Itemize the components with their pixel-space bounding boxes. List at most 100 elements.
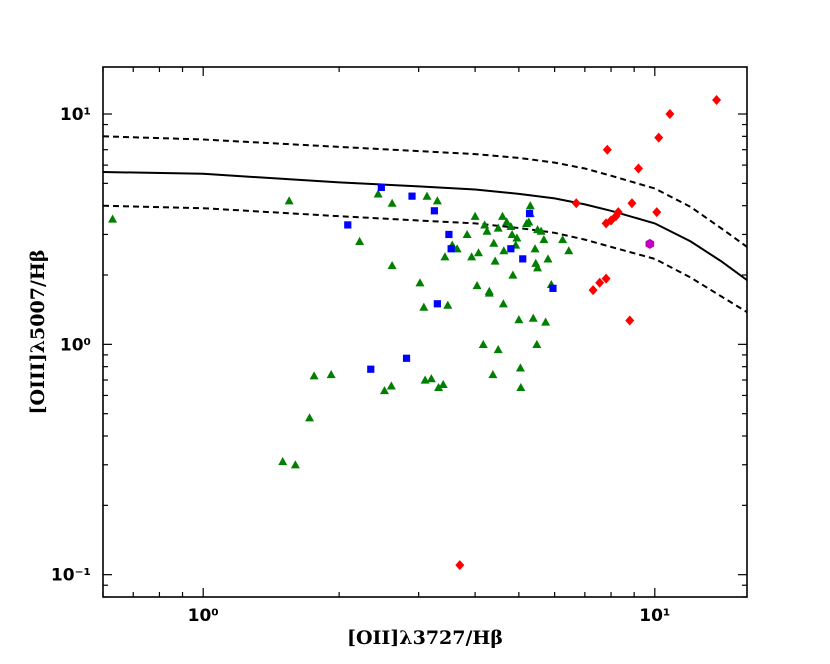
y-tick-label: 10⁻¹ — [51, 566, 91, 586]
triangle-point — [355, 236, 365, 245]
data-points — [108, 95, 722, 571]
triangle-point — [379, 386, 389, 395]
triangle-point — [440, 252, 450, 261]
triangle-point — [539, 235, 549, 244]
triangle-point — [514, 315, 524, 324]
square-point — [525, 209, 534, 218]
triangle-point — [472, 281, 482, 290]
triangle-point — [373, 189, 383, 198]
triangle-point — [515, 363, 525, 372]
triangle-point — [530, 244, 540, 253]
triangle-point — [533, 263, 543, 272]
triangle-point — [502, 217, 512, 226]
x-axis-label: [OII]λ3727/Hβ — [347, 627, 503, 649]
square-point — [408, 192, 416, 200]
diamond-point — [613, 207, 623, 218]
diamond-point — [712, 95, 722, 106]
square-point — [507, 245, 515, 253]
plot-frame — [102, 66, 748, 598]
triangle-point — [541, 317, 551, 326]
y-axis-label: [OIII]λ5007/Hβ — [27, 250, 49, 415]
square-point — [402, 354, 411, 362]
diamond-point — [455, 560, 465, 571]
square-point — [377, 183, 385, 192]
triangle-point — [564, 246, 574, 255]
triangle-point — [488, 369, 498, 379]
triangle-point — [108, 214, 118, 223]
triangle-point — [512, 233, 522, 242]
dashed-curve-1 — [103, 135, 747, 248]
triangle-point — [438, 379, 448, 389]
triangle-point — [482, 226, 492, 235]
triangle-point — [415, 278, 425, 287]
axis-ticks: 10⁰ 10¹ 10⁻¹ 10⁰ 10¹ — [51, 67, 747, 626]
triangle-point — [507, 229, 517, 239]
square-point — [367, 365, 375, 373]
triangle-point — [528, 313, 538, 322]
dashed-curve-2 — [103, 204, 747, 313]
square-point — [344, 221, 352, 229]
triangle-point — [532, 339, 542, 348]
triangle-point — [493, 344, 503, 354]
diamond-point — [633, 163, 643, 174]
triangle-point — [543, 254, 553, 263]
triangle-point — [558, 235, 568, 244]
square-point — [433, 300, 441, 308]
diamond-point — [627, 198, 637, 209]
model-curves — [103, 135, 747, 313]
square-point — [519, 255, 527, 263]
triangle-point — [524, 217, 534, 226]
square-point — [549, 284, 557, 292]
triangle-point — [422, 191, 432, 200]
solid-curve — [103, 171, 747, 281]
triangle-point — [387, 198, 397, 207]
triangle-point — [498, 211, 508, 220]
triangle-point — [489, 238, 499, 247]
triangle-point — [484, 288, 494, 297]
triangle-point — [290, 460, 300, 469]
diamond-point — [601, 273, 611, 284]
triangle-point — [490, 256, 500, 265]
triangle-point — [386, 381, 396, 390]
triangle-point — [462, 229, 472, 239]
diamond-point — [652, 207, 662, 218]
triangle-point — [525, 201, 535, 210]
square-point — [447, 245, 455, 253]
triangle-point — [473, 248, 483, 257]
triangle-point — [284, 196, 294, 205]
triangle-point — [467, 252, 477, 261]
diamond-point — [625, 315, 635, 326]
x-tick-label: 10⁰ — [188, 606, 219, 626]
triangle-point — [387, 260, 397, 270]
diamond-point — [654, 132, 664, 143]
triangle-point — [499, 246, 509, 255]
triangle-point — [443, 300, 453, 309]
triangle-point — [419, 302, 429, 311]
diamond-point — [602, 144, 612, 155]
triangle-point — [536, 226, 546, 235]
diamond-point — [665, 109, 675, 120]
triangle-point — [516, 382, 526, 392]
triangle-point — [506, 221, 516, 231]
y-tick-label: 10¹ — [60, 105, 91, 125]
triangle-point — [278, 457, 288, 466]
diamond-point — [588, 285, 598, 296]
triangle-point — [480, 220, 490, 229]
triangle-point — [508, 270, 518, 279]
x-tick-label: 10¹ — [639, 606, 670, 626]
triangle-point — [426, 374, 436, 383]
triangle-point — [478, 339, 488, 348]
hexagon-point — [645, 238, 655, 249]
triangle-point — [452, 244, 462, 253]
diamond-point — [571, 198, 581, 209]
square-point — [430, 207, 438, 215]
y-tick-label: 10⁰ — [60, 335, 91, 355]
triangle-point — [470, 211, 480, 220]
square-point — [445, 230, 453, 239]
triangle-point — [309, 371, 319, 380]
triangle-point — [305, 413, 315, 422]
diamond-point — [595, 277, 605, 288]
triangle-point — [434, 382, 444, 392]
